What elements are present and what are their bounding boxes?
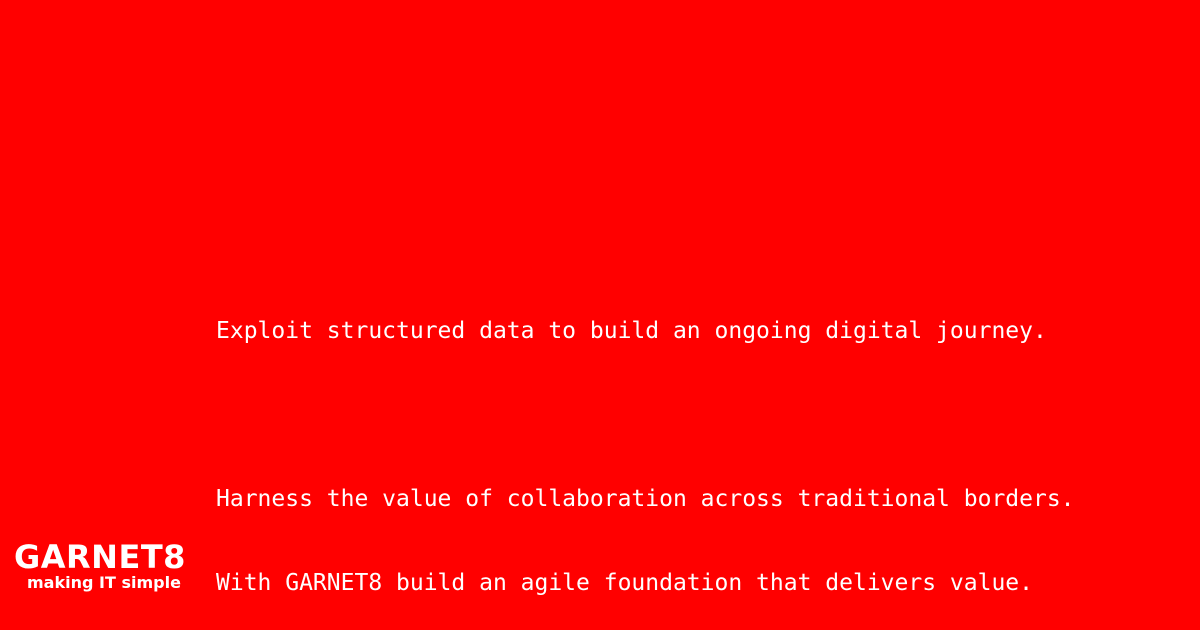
brand-tagline: making IT simple xyxy=(27,573,181,592)
message-line-1: Exploit structured data to build an ongo… xyxy=(216,318,1047,344)
message-line-2 xyxy=(216,401,1075,429)
message-line-4: With GARNET8 build an agile foundation t… xyxy=(216,570,1033,596)
message-block: Exploit structured data to build an ongo… xyxy=(216,261,1075,630)
message-line-3: Harness the value of collaboration acros… xyxy=(216,486,1075,512)
brand-name: GARNET8 xyxy=(14,538,186,576)
brand-logo: GARNET8 making IT simple xyxy=(14,537,186,593)
